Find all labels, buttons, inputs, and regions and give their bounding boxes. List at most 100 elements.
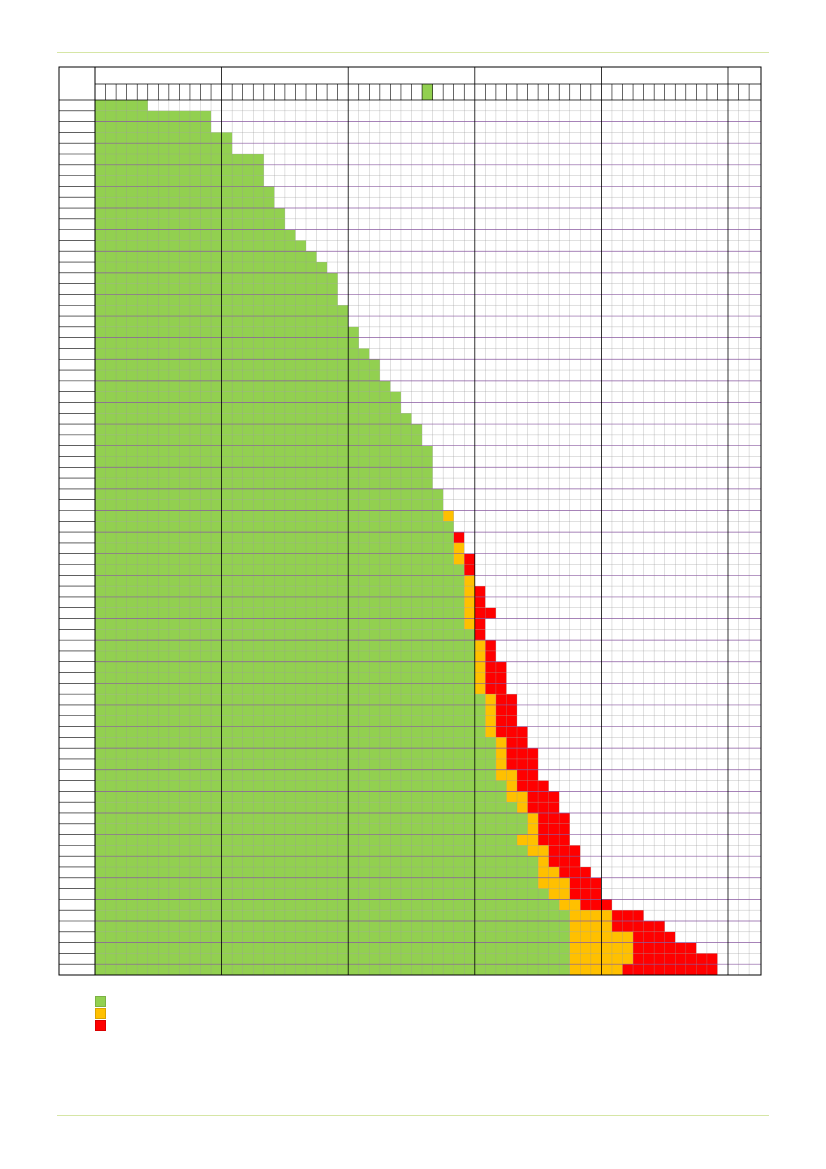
grid-cells xyxy=(95,84,718,975)
row-green-bar xyxy=(95,845,528,857)
row-green-bar xyxy=(95,402,401,414)
row-amber-bar xyxy=(474,683,486,695)
row-green-bar xyxy=(95,586,465,597)
row-green-bar xyxy=(95,694,486,705)
row-green-bar xyxy=(95,251,317,263)
row-amber-bar xyxy=(464,586,475,597)
row-green-bar xyxy=(95,434,423,446)
row-red-bar xyxy=(611,920,665,932)
row-red-bar xyxy=(485,650,496,662)
row-green-bar xyxy=(95,272,338,284)
row-red-bar xyxy=(495,726,528,738)
row-green-bar xyxy=(95,596,465,608)
row-red-bar xyxy=(527,802,560,813)
row-green-bar xyxy=(95,780,507,792)
row-red-bar xyxy=(569,877,602,889)
row-red-bar xyxy=(580,899,612,911)
row-amber-bar xyxy=(517,802,528,813)
row-green-bar xyxy=(95,326,359,338)
row-green-bar xyxy=(95,510,444,522)
row-green-bar xyxy=(95,143,233,155)
row-green-bar xyxy=(95,132,233,144)
row-green-bar xyxy=(95,791,507,803)
row-red-bar xyxy=(517,780,549,792)
row-red-bar xyxy=(474,596,486,608)
row-green-bar xyxy=(95,110,212,122)
row-amber-bar xyxy=(474,650,486,662)
row-green-bar xyxy=(95,283,338,295)
row-green-bar xyxy=(95,942,570,954)
row-red-bar xyxy=(485,640,496,651)
row-amber-bar xyxy=(538,877,570,889)
bottom-rule xyxy=(57,1115,769,1116)
row-red-bar xyxy=(474,586,486,597)
row-green-bar xyxy=(95,964,570,975)
row-amber-bar xyxy=(527,823,539,835)
row-green-bar xyxy=(95,121,212,133)
row-amber-bar xyxy=(495,737,507,749)
legend xyxy=(95,996,106,1032)
row-amber-bar xyxy=(464,596,475,608)
row-amber-bar xyxy=(453,542,465,554)
row-amber-bar xyxy=(464,607,475,619)
grid-lines xyxy=(58,66,762,976)
grid-border xyxy=(58,66,762,976)
row-green-bar xyxy=(95,575,465,587)
row-red-bar xyxy=(506,758,539,770)
row-red-bar xyxy=(622,964,718,975)
row-green-bar xyxy=(95,931,570,943)
row-red-bar xyxy=(538,823,570,835)
top-rule xyxy=(57,52,769,53)
row-green-bar xyxy=(95,704,486,716)
row-green-bar xyxy=(95,823,528,835)
row-amber-bar xyxy=(485,704,496,716)
row-amber-bar xyxy=(538,856,549,867)
header-marker-cell xyxy=(422,84,433,100)
row-green-bar xyxy=(95,294,338,306)
row-green-bar xyxy=(95,186,275,198)
row-red-bar xyxy=(464,564,475,576)
row-red-bar xyxy=(559,866,591,878)
row-amber-bar xyxy=(495,758,507,770)
row-green-bar xyxy=(95,100,148,111)
row-red-bar xyxy=(548,845,581,857)
row-red-bar xyxy=(474,618,486,630)
row-red-bar xyxy=(538,834,570,846)
row-green-bar xyxy=(95,910,570,921)
row-amber-bar xyxy=(485,726,496,738)
row-green-bar xyxy=(95,715,486,727)
legend-green-swatch xyxy=(95,996,106,1007)
row-green-bar xyxy=(95,359,380,371)
row-green-bar xyxy=(95,726,486,738)
row-amber-bar xyxy=(474,640,486,651)
row-green-bar xyxy=(95,953,570,965)
row-amber-bar xyxy=(495,748,507,759)
legend-amber-swatch xyxy=(95,1008,106,1019)
row-red-bar xyxy=(474,629,486,641)
legend-red-swatch xyxy=(95,1020,106,1031)
row-amber-bar xyxy=(485,715,496,727)
row-amber-bar xyxy=(569,964,623,975)
row-amber-bar xyxy=(474,672,486,684)
row-red-bar xyxy=(453,532,465,543)
row-green-bar xyxy=(95,229,296,241)
row-green-bar xyxy=(95,499,444,511)
row-red-bar xyxy=(569,888,602,900)
row-red-bar xyxy=(548,856,581,867)
row-amber-bar xyxy=(527,812,539,824)
row-green-bar xyxy=(95,488,444,500)
row-amber-bar xyxy=(464,575,475,587)
row-red-bar xyxy=(464,553,475,565)
row-green-bar xyxy=(95,197,275,209)
row-green-bar xyxy=(95,920,570,932)
row-green-bar xyxy=(95,888,549,900)
row-amber-bar xyxy=(453,553,465,565)
row-green-bar xyxy=(95,607,465,619)
row-amber-bar xyxy=(506,780,517,792)
row-red-bar xyxy=(611,910,644,921)
row-green-bar xyxy=(95,391,401,403)
row-amber-bar xyxy=(443,510,454,522)
row-amber-bar xyxy=(464,618,475,630)
row-red-bar xyxy=(527,791,560,803)
